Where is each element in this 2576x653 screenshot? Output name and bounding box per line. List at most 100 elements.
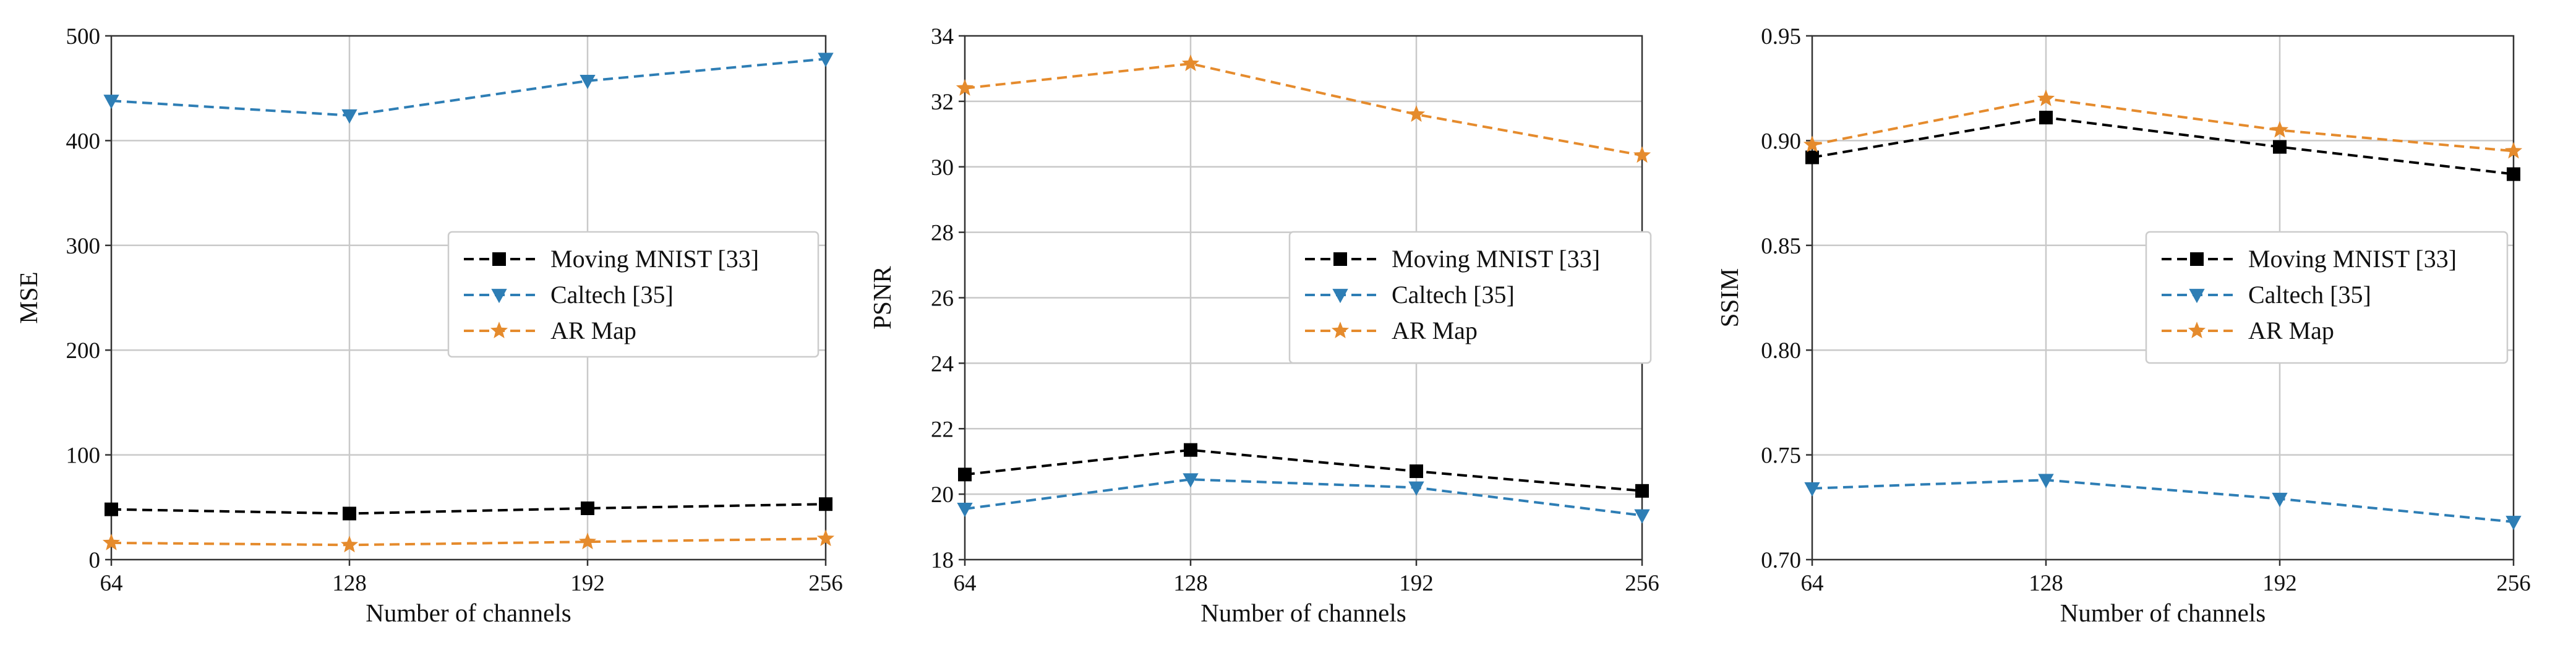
- y-tick-label: 20: [931, 482, 954, 508]
- legend-label-caltech-35: Caltech [35]: [550, 281, 674, 309]
- x-tick-label: 64: [1801, 571, 1824, 596]
- data-point-moving-mnist-33: [2273, 140, 2287, 154]
- data-point-ar-map: [2037, 89, 2055, 106]
- legend-label-caltech-35: Caltech [35]: [1392, 281, 1515, 309]
- legend-marker-ar-map: [2188, 322, 2206, 338]
- series-moving-mnist-33: [105, 497, 832, 521]
- y-tick-label: 100: [66, 443, 101, 469]
- x-tick-label: 64: [954, 571, 977, 596]
- series-ar-map: [1803, 89, 2523, 159]
- data-point-ar-map: [1803, 135, 1821, 153]
- legend-label-ar-map: AR Map: [550, 317, 636, 344]
- x-tick-label: 256: [808, 571, 843, 596]
- data-point-caltech-35: [341, 109, 357, 124]
- series-line-ar-map: [111, 537, 826, 547]
- data-point-moving-mnist-33: [1805, 150, 1819, 164]
- data-point-ar-map: [102, 534, 121, 550]
- y-tick-label: 0.85: [1761, 234, 1801, 259]
- data-point-caltech-35: [580, 74, 596, 90]
- x-tick-label: 128: [2029, 571, 2063, 596]
- y-axis-title: MSE: [14, 271, 43, 323]
- x-tick-label: 192: [2262, 571, 2297, 596]
- legend-marker-moving-mnist-33: [1333, 252, 1347, 266]
- series-ar-map: [102, 529, 835, 553]
- series-moving-mnist-33: [1805, 111, 2520, 181]
- y-tick-label: 30: [931, 155, 954, 181]
- legend-marker-ar-map: [1331, 322, 1350, 338]
- y-tick-label: 400: [66, 129, 101, 154]
- data-point-ar-map: [1181, 54, 1200, 71]
- data-point-caltech-35: [1408, 481, 1424, 496]
- x-tick-label: 64: [100, 571, 123, 596]
- data-point-ar-map: [816, 529, 835, 547]
- data-point-ar-map: [340, 536, 359, 553]
- plot-frame: [110, 35, 827, 561]
- x-tick-label: 128: [1173, 571, 1208, 596]
- legend-marker-caltech-35: [2189, 289, 2205, 304]
- data-point-moving-mnist-33: [2507, 167, 2520, 181]
- legend-box: [2145, 231, 2509, 364]
- x-tick-label: 256: [1625, 571, 1659, 596]
- y-tick-label: 500: [66, 24, 101, 49]
- data-point-ar-map: [1407, 105, 1426, 122]
- x-axis-title: Number of channels: [2060, 599, 2266, 627]
- data-point-moving-mnist-33: [343, 506, 356, 521]
- legend-label-moving-mnist-33: Moving MNIST [33]: [1392, 245, 1600, 273]
- legend: Moving MNIST [33] Caltech [35] AR Map: [447, 231, 819, 358]
- data-point-moving-mnist-33: [105, 502, 118, 516]
- legend-label-caltech-35: Caltech [35]: [2248, 281, 2371, 309]
- y-tick-label: 22: [931, 417, 954, 442]
- legend-label-moving-mnist-33: Moving MNIST [33]: [550, 245, 759, 273]
- data-point-ar-map: [2270, 121, 2289, 138]
- data-point-caltech-35: [103, 95, 119, 109]
- x-axis-title: Number of channels: [366, 599, 571, 627]
- y-tick-label: 32: [931, 90, 954, 115]
- data-point-moving-mnist-33: [581, 501, 594, 515]
- legend-label-ar-map: AR Map: [2248, 317, 2334, 344]
- y-tick-label: 0: [89, 548, 101, 573]
- legend: Moving MNIST [33] Caltech [35] AR Map: [2145, 231, 2509, 364]
- x-tick-label: 192: [570, 571, 605, 596]
- y-axis-title: SSIM: [1715, 268, 1744, 328]
- data-point-ar-map: [2504, 142, 2523, 159]
- x-axis-title: Number of channels: [1200, 599, 1406, 627]
- series-line-caltech-35: [964, 478, 1643, 517]
- y-tick-label: 0.75: [1761, 443, 1801, 469]
- data-point-caltech-35: [1804, 482, 1820, 497]
- legend-label-ar-map: AR Map: [1392, 317, 1478, 344]
- y-tick-label: 200: [66, 338, 101, 364]
- x-tick-label: 256: [2496, 571, 2531, 596]
- legend-box: [447, 231, 819, 358]
- series-caltech-35: [103, 53, 834, 124]
- data-point-caltech-35: [818, 53, 834, 67]
- data-point-moving-mnist-33: [958, 467, 972, 482]
- data-point-ar-map: [578, 532, 597, 550]
- mse-chart: 64 128 192 256 0 100 200 300 400 500 Number of cha…: [14, 24, 843, 627]
- series-caltech-35: [957, 473, 1650, 524]
- y-axis-title: PSNR: [868, 266, 896, 330]
- legend-label-moving-mnist-33: Moving MNIST [33]: [2248, 245, 2457, 273]
- y-tick-label: 28: [931, 221, 954, 246]
- data-point-caltech-35: [2038, 474, 2054, 489]
- plot-frame: [1811, 35, 2515, 561]
- data-point-moving-mnist-33: [1410, 464, 1423, 479]
- y-tick-label: 24: [931, 351, 954, 377]
- legend-marker-moving-mnist-33: [492, 252, 506, 266]
- data-point-moving-mnist-33: [1635, 484, 1649, 498]
- y-tick-label: 34: [931, 24, 954, 49]
- series-line-moving-mnist-33: [111, 503, 826, 515]
- series-ar-map: [956, 54, 1651, 163]
- legend: Moving MNIST [33] Caltech [35] AR Map: [1288, 231, 1652, 364]
- data-point-ar-map: [1633, 146, 1651, 163]
- x-tick-label: 192: [1399, 571, 1434, 596]
- data-point-ar-map: [956, 79, 974, 96]
- y-tick-label: 300: [66, 234, 101, 259]
- y-tick-label: 18: [931, 548, 954, 573]
- series-line-caltech-35: [1812, 479, 2514, 523]
- legend-box: [1288, 231, 1652, 364]
- y-tick-label: 0.95: [1761, 24, 1801, 49]
- y-tick-label: 0.80: [1761, 338, 1801, 364]
- legend-marker-caltech-35: [491, 289, 507, 304]
- data-point-moving-mnist-33: [1184, 443, 1197, 457]
